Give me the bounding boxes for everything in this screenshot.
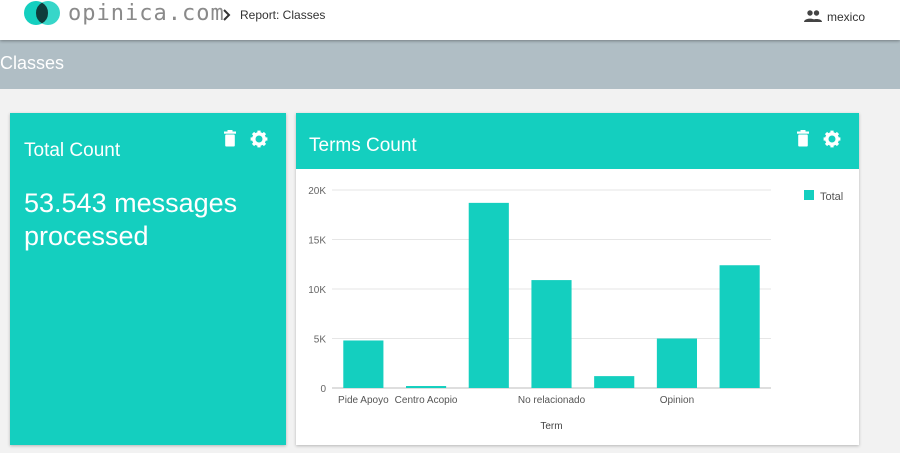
bar xyxy=(531,280,572,388)
terms-count-header: Terms Count xyxy=(296,113,859,169)
settings-gear-icon[interactable] xyxy=(250,130,268,148)
top-bar: opinica.com Report: Classes mexico xyxy=(0,0,900,40)
legend-swatch xyxy=(804,190,814,200)
brand-name[interactable]: opinica.com xyxy=(68,1,225,26)
terms-count-title: Terms Count xyxy=(309,135,417,156)
x-tick-label: Opinion xyxy=(660,395,694,406)
y-tick-label: 10K xyxy=(308,285,326,296)
y-tick-label: 20K xyxy=(308,186,326,197)
total-count-card: Total Count 53.543 messages processed xyxy=(10,113,286,445)
y-tick-label: 15K xyxy=(308,236,326,247)
terms-bar-chart: 0 5K 10K 15K 20K Pide Apoyo Centro Acopio No re… xyxy=(308,186,843,432)
x-tick-label: Centro Acopio xyxy=(395,395,458,406)
bar xyxy=(343,340,384,388)
breadcrumb[interactable]: Report: Classes xyxy=(240,8,326,22)
user-group-icon[interactable] xyxy=(804,10,822,22)
x-axis-label: Term xyxy=(540,421,562,432)
delete-icon[interactable] xyxy=(221,130,239,148)
x-tick-label: No relacionado xyxy=(518,395,586,406)
total-count-value: 53.543 messages processed xyxy=(24,188,238,251)
bar xyxy=(406,386,447,388)
y-tick-label: 5K xyxy=(314,335,327,346)
user-menu[interactable]: mexico xyxy=(827,10,866,24)
y-tick-label: 0 xyxy=(320,384,326,395)
bar xyxy=(594,376,635,388)
page-title: Classes xyxy=(0,53,65,73)
section-header: Classes xyxy=(0,40,900,89)
bar xyxy=(656,338,697,388)
chevron-right-icon xyxy=(223,9,231,21)
bar xyxy=(468,202,509,388)
total-count-title: Total Count xyxy=(24,140,121,161)
delete-icon[interactable] xyxy=(794,130,812,148)
terms-count-card: Terms Count 0 5K 10K 15K 20K Pide Apoyo Centro… xyxy=(296,113,859,445)
x-tick-label: Pide Apoyo xyxy=(338,395,389,406)
opinica-logo-icon[interactable] xyxy=(16,0,64,28)
bar xyxy=(719,265,760,388)
settings-gear-icon[interactable] xyxy=(823,130,841,148)
legend-label: Total xyxy=(820,191,843,203)
